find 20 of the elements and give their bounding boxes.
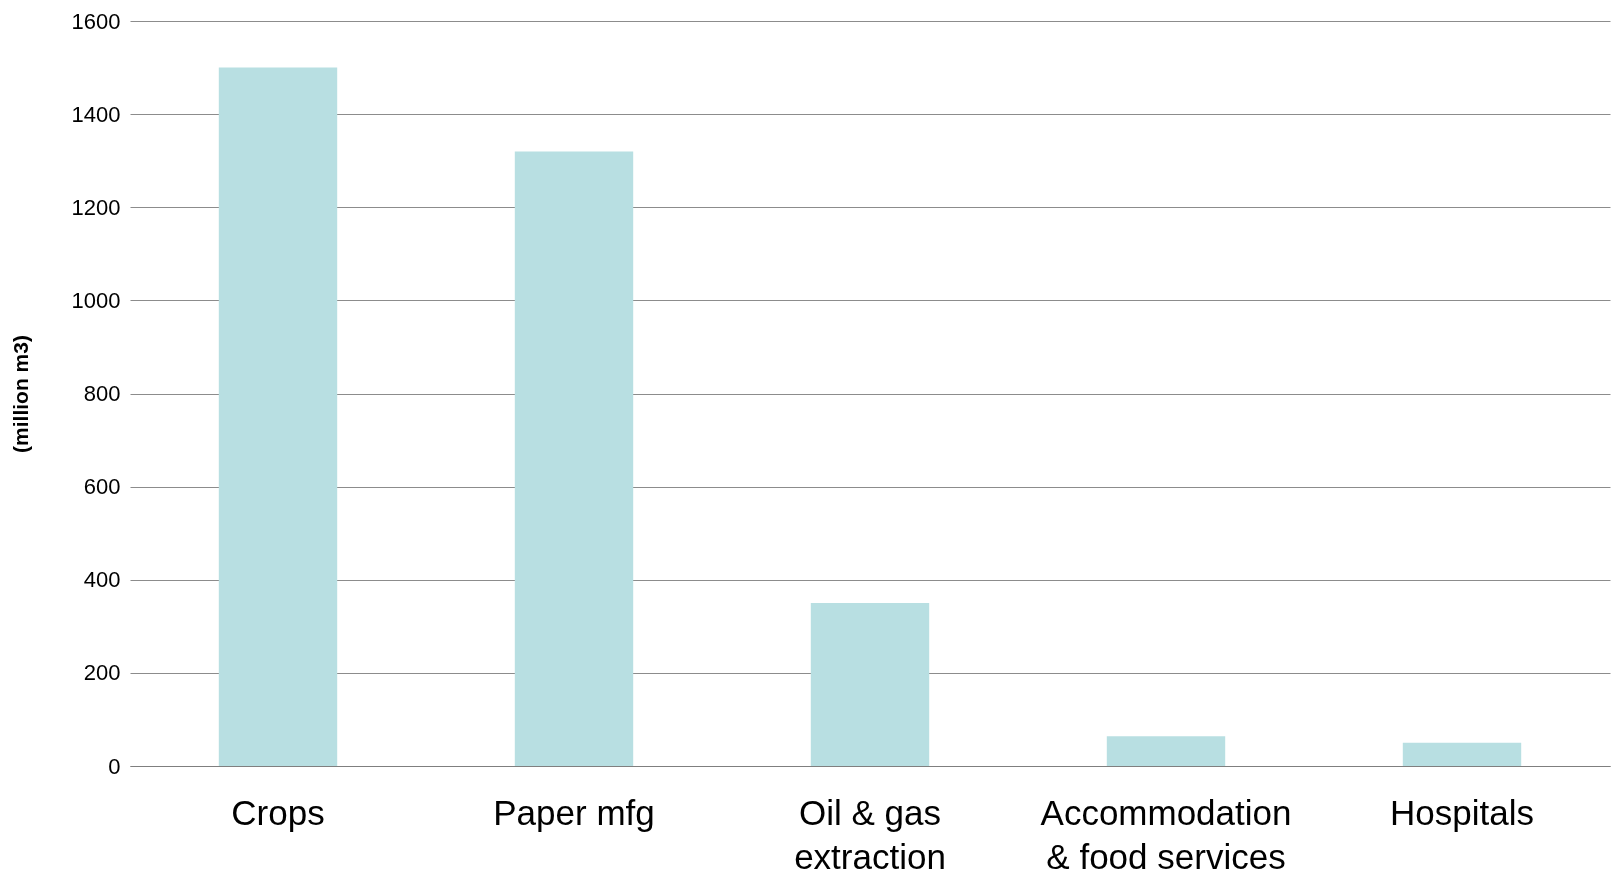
y-tick-label: 600 [83,474,121,500]
y-axis-title: (million m3) [8,335,32,453]
y-tick-label: 200 [83,660,121,686]
y-tick-label: 1400 [71,101,121,127]
y-tick-label: 1200 [71,194,121,220]
y-tick-label: 1600 [71,8,121,34]
x-tick-label: Paper mfg [493,792,655,832]
bar [1106,736,1226,766]
bar [514,151,634,766]
bar [810,603,930,766]
y-tick-label: 400 [83,567,121,593]
x-tick-label: Oil & gas extraction [794,792,946,876]
x-tick-label: Accommodation & food services [1040,792,1292,876]
y-tick-label: 0 [108,753,121,779]
bar [1402,742,1522,766]
y-tick-label: 1000 [71,287,121,313]
y-tick-label: 800 [83,381,121,406]
x-tick-label: Hospitals [1390,792,1534,832]
bar [218,67,338,766]
x-tick-label: Crops [231,792,325,832]
